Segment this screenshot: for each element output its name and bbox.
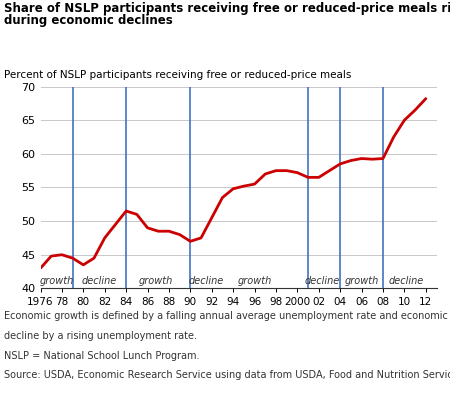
Text: growth: growth bbox=[238, 276, 272, 286]
Text: Share of NSLP participants receiving free or reduced-price meals rises: Share of NSLP participants receiving fre… bbox=[4, 2, 450, 15]
Text: during economic declines: during economic declines bbox=[4, 14, 173, 28]
Text: growth: growth bbox=[139, 276, 173, 286]
Text: growth: growth bbox=[40, 276, 74, 286]
Text: Economic growth is defined by a falling annual average unemployment rate and eco: Economic growth is defined by a falling … bbox=[4, 311, 448, 321]
Text: Source: USDA, Economic Research Service using data from USDA, Food and Nutrition: Source: USDA, Economic Research Service … bbox=[4, 370, 450, 380]
Text: decline: decline bbox=[82, 276, 117, 286]
Text: decline by a rising unemployment rate.: decline by a rising unemployment rate. bbox=[4, 331, 198, 341]
Text: decline: decline bbox=[304, 276, 340, 286]
Text: Percent of NSLP participants receiving free or reduced-price meals: Percent of NSLP participants receiving f… bbox=[4, 70, 352, 80]
Text: decline: decline bbox=[189, 276, 224, 286]
Text: decline: decline bbox=[389, 276, 424, 286]
Text: NSLP = National School Lunch Program.: NSLP = National School Lunch Program. bbox=[4, 351, 200, 360]
Text: growth: growth bbox=[344, 276, 379, 286]
